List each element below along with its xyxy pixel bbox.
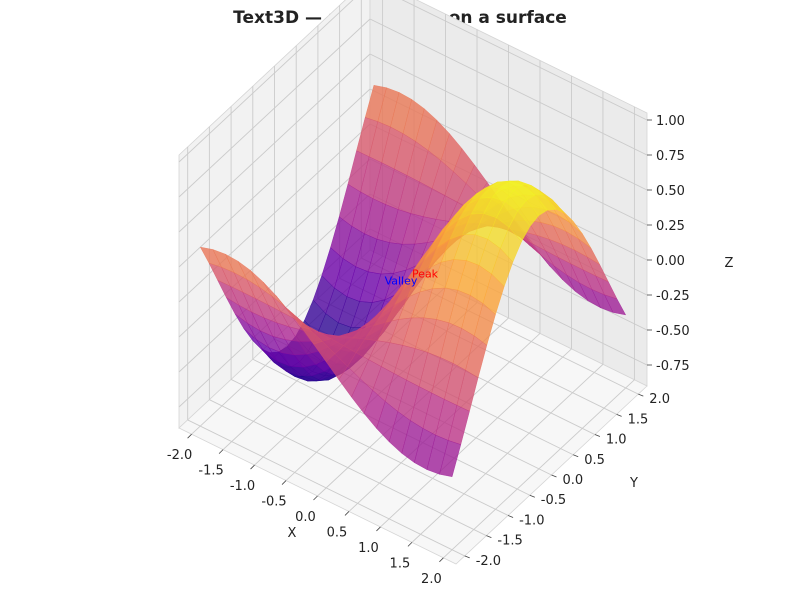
y-tick-mark: [638, 393, 644, 397]
y-tick-label: 1.0: [606, 433, 627, 448]
y-tick-mark: [464, 555, 470, 559]
grid-z-back: [369, 53, 648, 191]
tick-labels: -2.0-1.5-1.0-0.50.00.51.01.52.0-2.0-1.5-…: [167, 114, 690, 587]
x-tick-label: -1.5: [198, 464, 223, 479]
x-tick-label: 0.0: [295, 510, 316, 525]
grid-y-floor: [209, 399, 487, 537]
x-axis-label: X: [288, 526, 297, 541]
y-tick-label: 2.0: [649, 392, 670, 407]
z-tick-label: 0.25: [656, 219, 685, 234]
y-tick-mark: [551, 474, 557, 478]
surface-patch: [199, 246, 222, 268]
x-tick-label: 0.5: [327, 526, 348, 541]
grid-y-floor: [230, 379, 509, 516]
x-tick-mark: [344, 511, 350, 516]
grid-z-left: [178, 158, 371, 338]
y-tick-mark: [573, 454, 579, 458]
grid-z-back: [369, 18, 648, 156]
y-tick-label: -2.0: [476, 554, 501, 569]
y-tick-label: 0.5: [584, 453, 605, 468]
x-tick-label: -2.0: [167, 448, 192, 463]
z-tick-label: -0.50: [656, 324, 690, 339]
annotation-valley: Valley: [385, 275, 418, 288]
grid-y-floor: [187, 419, 465, 557]
grid-z-left: [178, 88, 371, 268]
y-tick-mark: [486, 535, 492, 539]
x-tick-mark: [407, 542, 413, 547]
x-tick-label: -1.0: [230, 479, 255, 494]
y-tick-mark: [616, 413, 622, 417]
x-tick-mark: [439, 557, 444, 563]
x-tick-label: 1.0: [358, 541, 379, 556]
z-tick-label: -0.25: [656, 289, 690, 304]
y-axis-label: Y: [629, 476, 638, 491]
grid-z-left: [178, 123, 371, 303]
grid-z-left: [178, 18, 371, 198]
y-tick-label: -0.5: [541, 493, 566, 508]
z-tick-label: 0.75: [656, 149, 685, 164]
x-tick-mark: [313, 495, 318, 501]
x-tick-label: 2.0: [421, 572, 442, 587]
x-tick-mark: [376, 526, 381, 532]
surface-mesh: [199, 85, 627, 477]
x-tick-label: 1.5: [390, 556, 411, 571]
z-tick-label: -0.75: [656, 359, 690, 374]
grid-z-left: [178, 53, 371, 233]
y-tick-label: 1.5: [628, 412, 649, 427]
z-axis-label: Z: [725, 256, 734, 271]
y-tick-label: 0.0: [563, 473, 584, 488]
z-tick-label: 1.00: [656, 114, 685, 129]
y-tick-mark: [529, 494, 535, 498]
x-tick-label: -0.5: [261, 495, 286, 510]
axis-labels: X Y Z: [288, 256, 734, 541]
y-tick-label: -1.0: [519, 514, 544, 529]
z-tick-label: 0.50: [656, 184, 685, 199]
grid-z-back: [401, 0, 648, 121]
y-tick-label: -1.5: [497, 534, 522, 549]
x-tick-mark: [250, 464, 255, 470]
y-tick-mark: [507, 515, 514, 518]
x-tick-mark: [218, 449, 224, 454]
x-tick-mark: [187, 433, 192, 439]
z-tick-label: 0.00: [656, 254, 685, 269]
y-tick-mark: [594, 434, 601, 437]
x-tick-mark: [281, 480, 287, 485]
annotation-peak: Peak: [412, 267, 439, 280]
grid-z-left: [178, 0, 354, 163]
